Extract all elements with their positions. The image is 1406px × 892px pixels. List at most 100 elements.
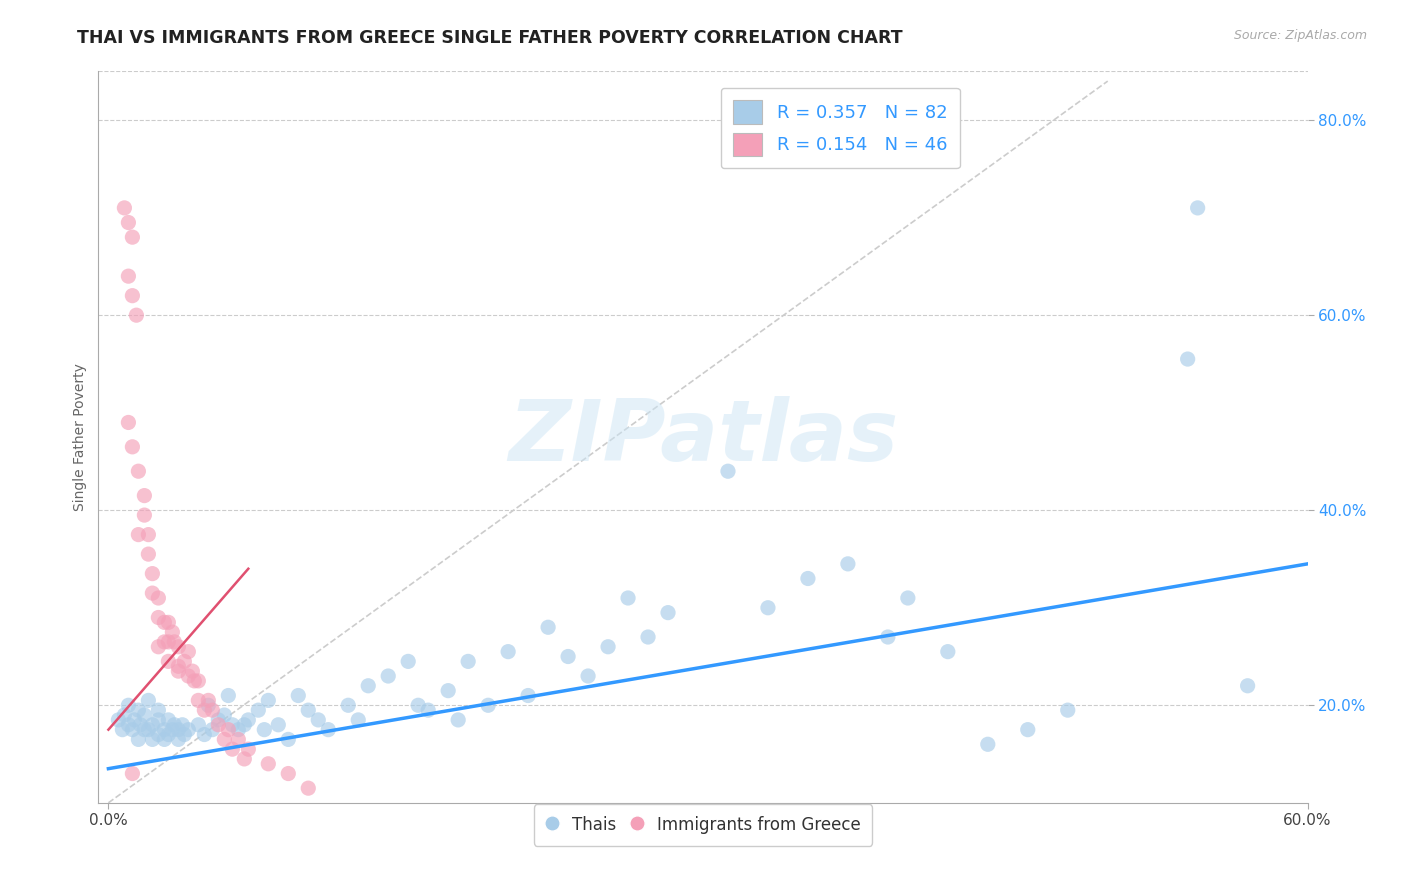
Point bbox=[141, 732, 163, 747]
Point bbox=[537, 620, 560, 634]
Point bbox=[148, 713, 170, 727]
Point bbox=[357, 679, 380, 693]
Point bbox=[221, 742, 243, 756]
Point bbox=[214, 708, 236, 723]
Point bbox=[596, 640, 619, 654]
Point bbox=[138, 693, 160, 707]
Point bbox=[238, 713, 260, 727]
Point bbox=[138, 527, 160, 541]
Point bbox=[167, 640, 190, 654]
Point bbox=[127, 703, 149, 717]
Point bbox=[153, 635, 176, 649]
Point bbox=[141, 718, 163, 732]
Point bbox=[406, 698, 429, 713]
Point bbox=[107, 713, 129, 727]
Point bbox=[257, 756, 280, 771]
Point bbox=[201, 723, 224, 737]
Point bbox=[657, 606, 679, 620]
Point bbox=[837, 557, 859, 571]
Point bbox=[247, 703, 270, 717]
Point bbox=[187, 718, 209, 732]
Legend: Thais, Immigrants from Greece: Thais, Immigrants from Greece bbox=[534, 805, 872, 846]
Point bbox=[162, 625, 184, 640]
Point bbox=[117, 215, 139, 229]
Point bbox=[153, 732, 176, 747]
Point bbox=[576, 669, 599, 683]
Point bbox=[437, 683, 460, 698]
Point bbox=[157, 654, 180, 668]
Point bbox=[117, 269, 139, 284]
Point bbox=[121, 288, 143, 302]
Point bbox=[637, 630, 659, 644]
Point bbox=[253, 723, 276, 737]
Point bbox=[111, 723, 134, 737]
Point bbox=[121, 440, 143, 454]
Point bbox=[1187, 201, 1209, 215]
Point bbox=[177, 723, 200, 737]
Point bbox=[617, 591, 640, 605]
Text: THAI VS IMMIGRANTS FROM GREECE SINGLE FATHER POVERTY CORRELATION CHART: THAI VS IMMIGRANTS FROM GREECE SINGLE FA… bbox=[77, 29, 903, 46]
Point bbox=[238, 742, 260, 756]
Point bbox=[127, 527, 149, 541]
Point bbox=[162, 723, 184, 737]
Point bbox=[117, 698, 139, 713]
Text: Source: ZipAtlas.com: Source: ZipAtlas.com bbox=[1233, 29, 1367, 42]
Point bbox=[153, 723, 176, 737]
Point bbox=[148, 610, 170, 624]
Point bbox=[163, 635, 186, 649]
Point bbox=[267, 718, 290, 732]
Point bbox=[297, 781, 319, 796]
Point bbox=[193, 703, 215, 717]
Point bbox=[134, 508, 156, 522]
Point bbox=[337, 698, 360, 713]
Point bbox=[153, 615, 176, 630]
Point bbox=[316, 723, 339, 737]
Point bbox=[257, 693, 280, 707]
Point bbox=[157, 635, 180, 649]
Point bbox=[977, 737, 1000, 751]
Point bbox=[207, 713, 229, 727]
Point bbox=[876, 630, 898, 644]
Point bbox=[141, 566, 163, 581]
Point bbox=[228, 732, 250, 747]
Point bbox=[1177, 352, 1199, 367]
Point bbox=[157, 713, 180, 727]
Point bbox=[183, 673, 205, 688]
Point bbox=[167, 659, 190, 673]
Point bbox=[187, 693, 209, 707]
Point bbox=[117, 416, 139, 430]
Point bbox=[197, 698, 219, 713]
Point bbox=[396, 654, 419, 668]
Point bbox=[177, 645, 200, 659]
Point bbox=[148, 640, 170, 654]
Point bbox=[177, 669, 200, 683]
Point bbox=[148, 727, 170, 741]
Point bbox=[277, 766, 299, 780]
Point bbox=[141, 586, 163, 600]
Point bbox=[121, 723, 143, 737]
Point bbox=[233, 718, 256, 732]
Point bbox=[167, 723, 190, 737]
Point bbox=[112, 708, 135, 723]
Point bbox=[297, 703, 319, 717]
Point bbox=[457, 654, 479, 668]
Point bbox=[138, 547, 160, 561]
Y-axis label: Single Father Poverty: Single Father Poverty bbox=[73, 363, 87, 511]
Point bbox=[172, 718, 194, 732]
Point bbox=[307, 713, 329, 727]
Point bbox=[1017, 723, 1039, 737]
Point bbox=[112, 201, 135, 215]
Point bbox=[134, 723, 156, 737]
Point bbox=[173, 727, 195, 741]
Point bbox=[1056, 703, 1078, 717]
Point bbox=[717, 464, 740, 478]
Point bbox=[148, 703, 170, 717]
Point bbox=[756, 600, 779, 615]
Point bbox=[377, 669, 399, 683]
Point bbox=[173, 654, 195, 668]
Point bbox=[214, 732, 236, 747]
Point bbox=[897, 591, 920, 605]
Point bbox=[163, 718, 186, 732]
Point bbox=[1236, 679, 1258, 693]
Point bbox=[181, 664, 204, 678]
